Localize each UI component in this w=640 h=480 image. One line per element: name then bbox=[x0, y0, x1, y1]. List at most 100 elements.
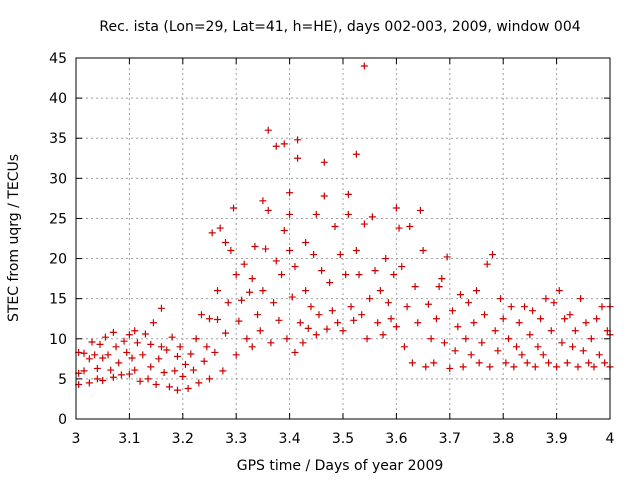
data-point bbox=[579, 347, 587, 355]
data-point bbox=[294, 154, 302, 162]
data-point bbox=[526, 331, 534, 339]
x-tick-label: 3.2 bbox=[172, 431, 194, 447]
data-point bbox=[459, 363, 467, 371]
data-point bbox=[171, 367, 179, 375]
data-point bbox=[264, 126, 272, 134]
data-point bbox=[141, 330, 149, 338]
x-tick-label: 4 bbox=[606, 431, 615, 447]
data-point bbox=[232, 271, 240, 279]
data-point bbox=[101, 333, 109, 341]
data-point bbox=[577, 295, 585, 303]
data-point bbox=[398, 263, 406, 271]
data-point bbox=[481, 311, 489, 319]
data-point bbox=[403, 303, 411, 311]
data-point bbox=[475, 359, 483, 367]
data-point bbox=[376, 287, 384, 295]
y-tick-label: 40 bbox=[49, 91, 67, 107]
data-point bbox=[328, 307, 336, 315]
x-tick-label: 3.6 bbox=[385, 431, 407, 447]
data-point bbox=[262, 245, 270, 253]
data-point bbox=[254, 311, 262, 319]
data-point bbox=[537, 315, 545, 323]
data-point bbox=[585, 359, 593, 367]
data-point bbox=[571, 327, 579, 335]
data-point bbox=[582, 319, 590, 327]
data-point bbox=[489, 251, 497, 259]
chart-title: Rec. ista (Lon=29, Lat=41, h=HE), days 0… bbox=[99, 19, 580, 35]
data-point bbox=[323, 325, 331, 333]
data-point bbox=[558, 339, 566, 347]
data-point bbox=[464, 299, 472, 307]
data-point bbox=[507, 303, 515, 311]
data-point bbox=[435, 283, 443, 291]
data-point bbox=[366, 295, 374, 303]
data-point bbox=[280, 140, 288, 148]
y-tick-label: 25 bbox=[49, 211, 67, 227]
y-tick-label: 0 bbox=[58, 412, 67, 428]
data-point bbox=[149, 319, 157, 327]
data-point bbox=[163, 346, 171, 354]
data-point bbox=[598, 303, 606, 311]
data-point bbox=[499, 315, 507, 323]
data-point bbox=[120, 337, 128, 345]
data-point bbox=[227, 247, 235, 255]
data-point bbox=[587, 335, 595, 343]
data-point bbox=[139, 351, 147, 359]
data-point bbox=[310, 251, 318, 259]
data-point bbox=[203, 343, 211, 351]
y-axis: 0 5 10 15 20 25 30 35 40 45 bbox=[49, 51, 610, 428]
data-point bbox=[176, 343, 184, 351]
data-point bbox=[131, 327, 139, 335]
x-tick-label: 3.8 bbox=[492, 431, 514, 447]
data-point bbox=[251, 243, 259, 251]
data-point bbox=[427, 335, 435, 343]
x-axis-label: GPS time / Days of year 2009 bbox=[237, 458, 444, 474]
data-point bbox=[99, 354, 107, 362]
data-point bbox=[456, 291, 464, 299]
data-point bbox=[296, 319, 304, 327]
data-point bbox=[291, 263, 299, 271]
data-point bbox=[307, 303, 315, 311]
data-point bbox=[187, 350, 195, 358]
data-point bbox=[542, 295, 550, 303]
data-point bbox=[384, 299, 392, 307]
data-point bbox=[334, 319, 342, 327]
data-point bbox=[443, 253, 451, 261]
data-point bbox=[440, 339, 448, 347]
data-point bbox=[523, 359, 531, 367]
data-point bbox=[286, 247, 294, 255]
data-point bbox=[117, 371, 125, 379]
x-tick-label: 3 bbox=[72, 431, 81, 447]
data-point bbox=[566, 311, 574, 319]
data-point bbox=[483, 260, 491, 268]
data-point bbox=[147, 340, 155, 348]
data-point bbox=[275, 316, 283, 324]
data-point bbox=[411, 283, 419, 291]
data-point bbox=[392, 323, 400, 331]
data-point bbox=[414, 319, 422, 327]
data-point bbox=[206, 315, 213, 323]
data-point bbox=[259, 287, 267, 295]
data-point bbox=[181, 360, 189, 368]
data-point bbox=[358, 311, 366, 319]
data-point bbox=[355, 271, 363, 279]
y-tick-label: 35 bbox=[49, 131, 67, 147]
data-point bbox=[211, 348, 219, 356]
data-point bbox=[294, 136, 302, 144]
data-point bbox=[224, 299, 232, 307]
data-point bbox=[280, 226, 288, 234]
data-point bbox=[368, 213, 376, 221]
data-point bbox=[534, 343, 542, 351]
data-point bbox=[232, 351, 240, 359]
data-point bbox=[382, 255, 390, 263]
data-point bbox=[195, 379, 203, 387]
data-point bbox=[315, 311, 323, 319]
data-point bbox=[115, 359, 123, 367]
data-point bbox=[131, 366, 139, 374]
y-tick-label: 5 bbox=[58, 372, 67, 388]
data-point bbox=[85, 379, 93, 387]
data-point bbox=[513, 343, 521, 351]
x-tick-label: 3.4 bbox=[278, 431, 300, 447]
data-point bbox=[152, 381, 160, 389]
data-point bbox=[192, 335, 200, 343]
